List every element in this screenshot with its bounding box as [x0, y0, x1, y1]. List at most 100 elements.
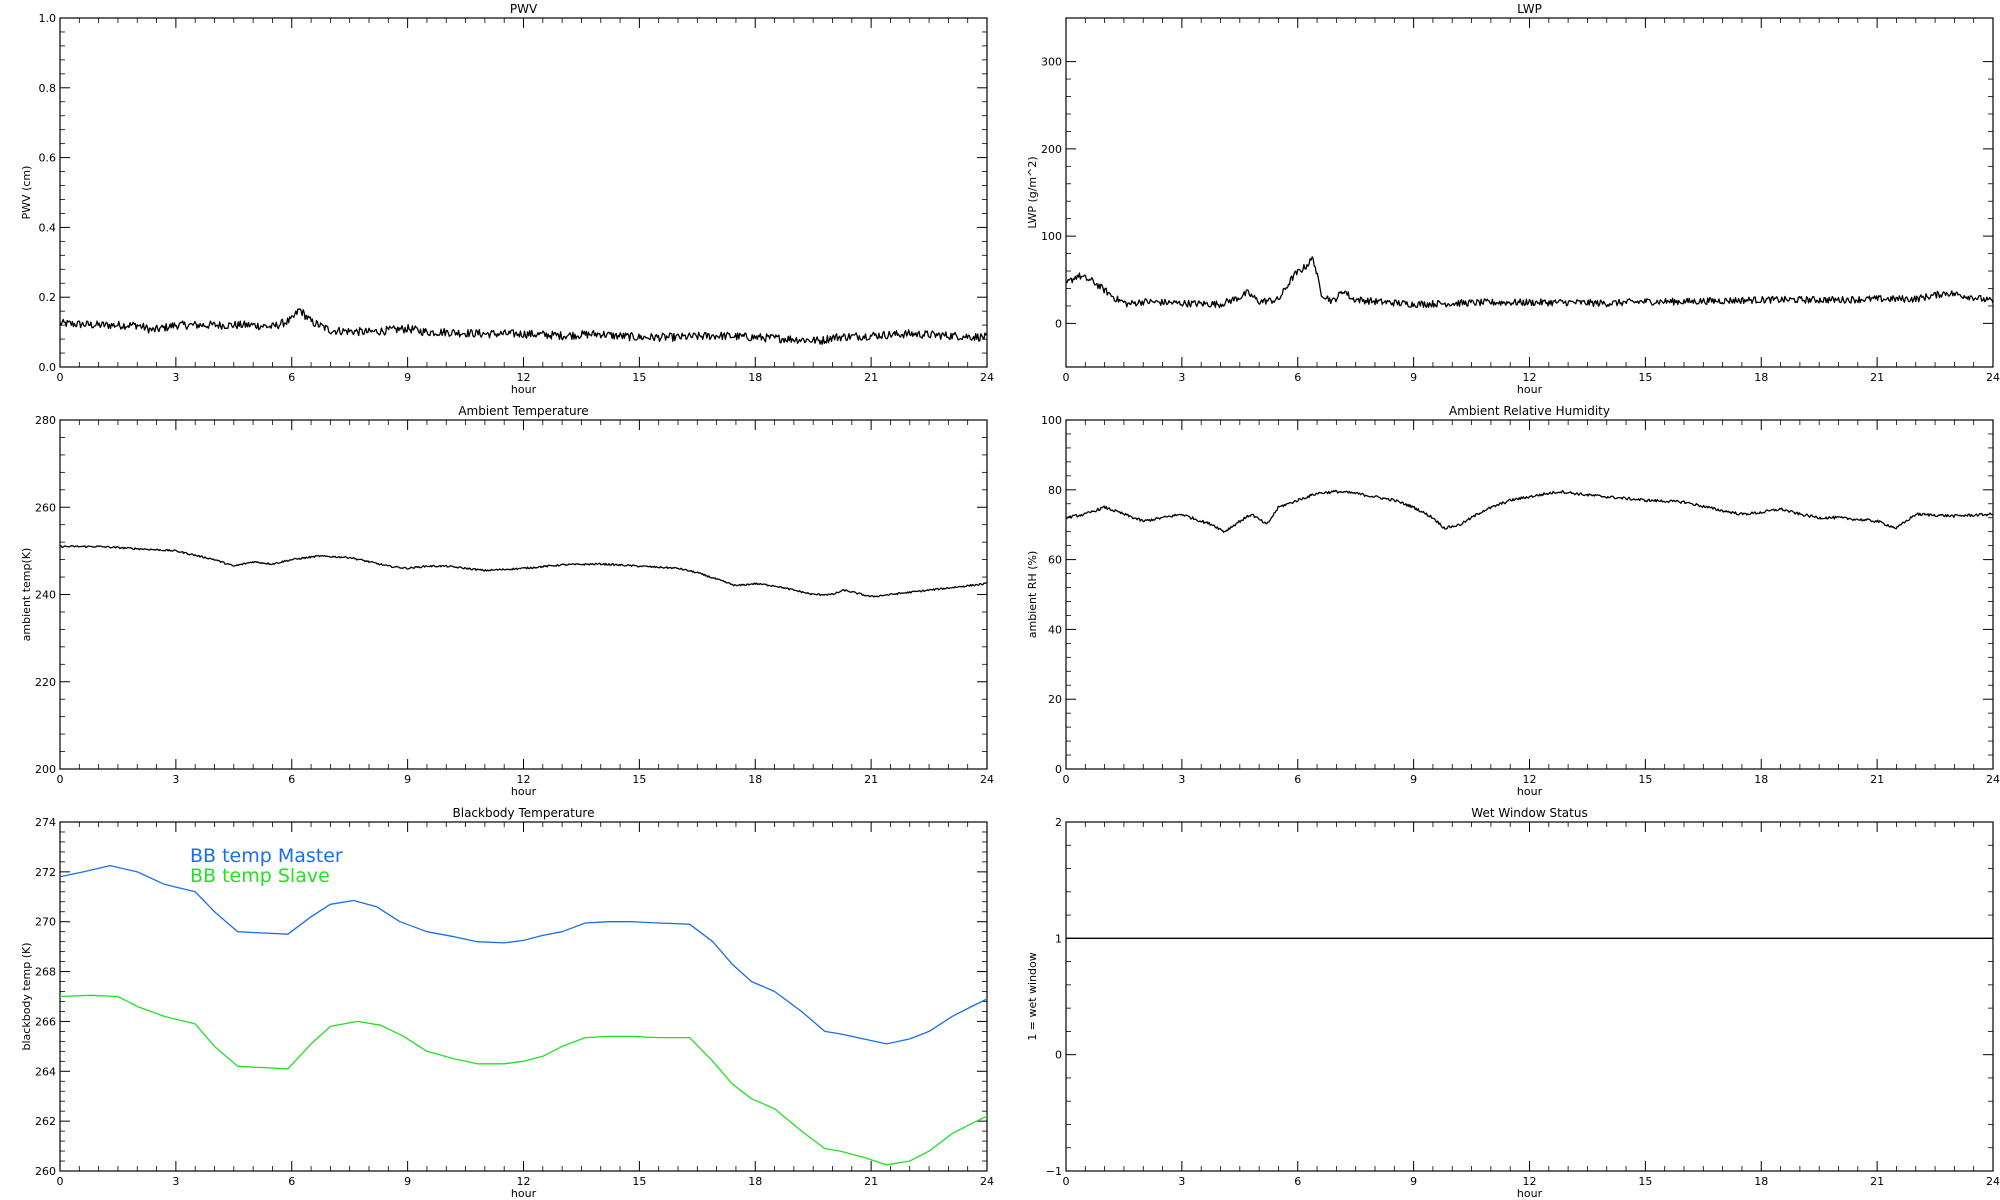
x-tick-label: 21 [1870, 1175, 1884, 1188]
x-axis-label: hour [1517, 383, 1543, 396]
x-tick-label: 9 [1410, 371, 1417, 384]
series-line-1 [59, 994, 988, 1166]
x-tick-label: 0 [57, 1175, 64, 1188]
x-tick-label: 21 [864, 371, 878, 384]
x-tick-label: 3 [172, 773, 179, 786]
y-axis-label: blackbody temp (K) [20, 943, 33, 1051]
chart-title: Ambient Temperature [458, 404, 588, 418]
y-tick-label: 0.8 [39, 82, 57, 95]
x-tick-label: 18 [1754, 773, 1768, 786]
y-tick-label: 262 [35, 1115, 56, 1128]
x-tick-label: 9 [1410, 773, 1417, 786]
x-tick-label: 0 [1063, 1175, 1070, 1188]
x-tick-label: 3 [1178, 773, 1185, 786]
y-tick-label: 0.0 [39, 361, 57, 374]
y-tick-label: 260 [35, 501, 56, 514]
plot-frame [59, 17, 988, 368]
x-tick-label: 12 [517, 1175, 531, 1188]
series-line-0 [1065, 256, 1994, 309]
y-tick-label: 266 [35, 1015, 56, 1028]
x-tick-label: 9 [1410, 1175, 1417, 1188]
y-tick-label: 200 [35, 763, 56, 776]
y-axis-label: 1 = wet window [1026, 952, 1039, 1041]
x-tick-label: 12 [517, 773, 531, 786]
y-tick-label: 20 [1048, 693, 1062, 706]
y-tick-label: 60 [1048, 554, 1062, 567]
y-tick-label: 2 [1055, 816, 1062, 829]
chart-panel-2: 0 3 6 9 12 15 18 21 24 200 220 240 260 280 Ambient Tem… [20, 404, 994, 798]
y-axis-label: PWV (cm) [20, 166, 33, 220]
y-tick-label: 260 [35, 1165, 56, 1178]
chart-panel-0: 0 3 6 9 12 15 18 21 24 0.0 0.2 0.4 0.6 0.8 1.0 PWV hour P… [20, 2, 994, 396]
chart-panel-3: 0 3 6 9 12 15 18 21 24 0 20 40 60 80 100 Ambient Relati… [1026, 404, 2000, 798]
chart-title: LWP [1517, 2, 1542, 16]
y-tick-label: −1 [1046, 1165, 1062, 1178]
x-tick-label: 24 [1986, 1175, 2000, 1188]
x-tick-label: 24 [1986, 371, 2000, 384]
y-tick-label: 0 [1055, 763, 1062, 776]
x-tick-label: 0 [1063, 371, 1070, 384]
x-tick-label: 6 [1294, 371, 1301, 384]
x-tick-label: 18 [748, 773, 762, 786]
x-tick-label: 24 [980, 1175, 994, 1188]
x-tick-label: 3 [1178, 1175, 1185, 1188]
x-tick-label: 9 [404, 371, 411, 384]
y-tick-label: 100 [1041, 230, 1062, 243]
y-tick-label: 268 [35, 966, 56, 979]
chart-panel-1: 0 3 6 9 12 15 18 21 24 0 100 200 300 LWP hour LWP (g/m^… [1026, 2, 2000, 396]
x-tick-label: 18 [748, 371, 762, 384]
x-tick-label: 3 [1178, 371, 1185, 384]
x-tick-label: 9 [404, 1175, 411, 1188]
x-axis-label: hour [511, 785, 537, 798]
chart-title: Blackbody Temperature [453, 806, 595, 820]
y-tick-label: 300 [1041, 56, 1062, 69]
series-line-0 [1065, 489, 1994, 533]
x-tick-label: 6 [1294, 773, 1301, 786]
y-tick-label: 280 [35, 414, 56, 427]
chart-title: Ambient Relative Humidity [1449, 404, 1610, 418]
x-tick-label: 15 [632, 371, 646, 384]
x-tick-label: 0 [1063, 773, 1070, 786]
x-tick-label: 21 [864, 1175, 878, 1188]
x-tick-label: 18 [1754, 1175, 1768, 1188]
x-tick-label: 0 [57, 371, 64, 384]
x-tick-label: 6 [1294, 1175, 1301, 1188]
y-tick-label: 0 [1055, 1049, 1062, 1062]
chart-title: PWV [510, 2, 538, 16]
series-line-0 [59, 545, 988, 598]
plot-frame [59, 419, 988, 770]
x-tick-label: 12 [1523, 773, 1537, 786]
x-tick-label: 21 [1870, 773, 1884, 786]
x-tick-label: 6 [288, 1175, 295, 1188]
y-tick-label: 0.4 [39, 221, 57, 234]
x-tick-label: 24 [980, 371, 994, 384]
y-tick-label: 200 [1041, 143, 1062, 156]
x-tick-label: 15 [1638, 371, 1652, 384]
chart-panel-4: 0 3 6 9 12 15 18 21 24 260 262 264 266 268 270 272 274 Bl… [20, 806, 994, 1200]
x-tick-label: 6 [288, 371, 295, 384]
y-axis-label: ambient temp(K) [20, 548, 33, 642]
x-tick-label: 15 [632, 1175, 646, 1188]
chart-title: Wet Window Status [1471, 806, 1587, 820]
x-tick-label: 15 [1638, 773, 1652, 786]
x-tick-label: 18 [748, 1175, 762, 1188]
x-tick-label: 18 [1754, 371, 1768, 384]
y-tick-label: 264 [35, 1065, 56, 1078]
x-tick-label: 9 [404, 773, 411, 786]
y-tick-label: 274 [35, 816, 56, 829]
x-tick-label: 0 [57, 773, 64, 786]
y-tick-label: 240 [35, 589, 56, 602]
x-tick-label: 12 [517, 371, 531, 384]
x-tick-label: 12 [1523, 1175, 1537, 1188]
y-axis-label: LWP (g/m^2) [1026, 156, 1039, 228]
x-tick-label: 21 [1870, 371, 1884, 384]
x-tick-label: 24 [980, 773, 994, 786]
y-tick-label: 1 [1055, 932, 1062, 945]
y-tick-label: 100 [1041, 414, 1062, 427]
x-tick-label: 6 [288, 773, 295, 786]
x-tick-label: 21 [864, 773, 878, 786]
y-tick-label: 40 [1048, 623, 1062, 636]
y-tick-label: 272 [35, 866, 56, 879]
